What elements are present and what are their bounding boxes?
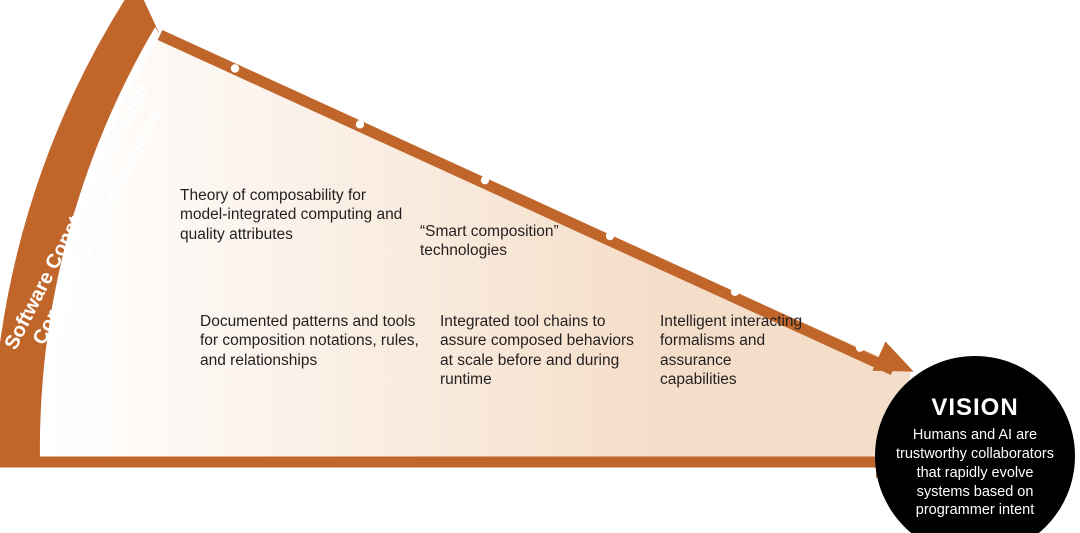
diagram-stage: Software Construction through Compositio… [0, 0, 1080, 533]
text-intelligent-formalisms: Intelligent interacting formalisms and a… [660, 312, 810, 390]
text-smart-composition: “Smart composition” technologies [420, 222, 580, 261]
text-tool-chains: Integrated tool chains to assure compose… [440, 312, 650, 390]
vision-body: Humans and AI are trustworthy collaborat… [889, 426, 1061, 520]
text-documented-patterns: Documented patterns and tools for compos… [200, 312, 430, 370]
vision-title: VISION [883, 394, 1067, 422]
text-theory: Theory of composability for model-integr… [180, 186, 410, 244]
